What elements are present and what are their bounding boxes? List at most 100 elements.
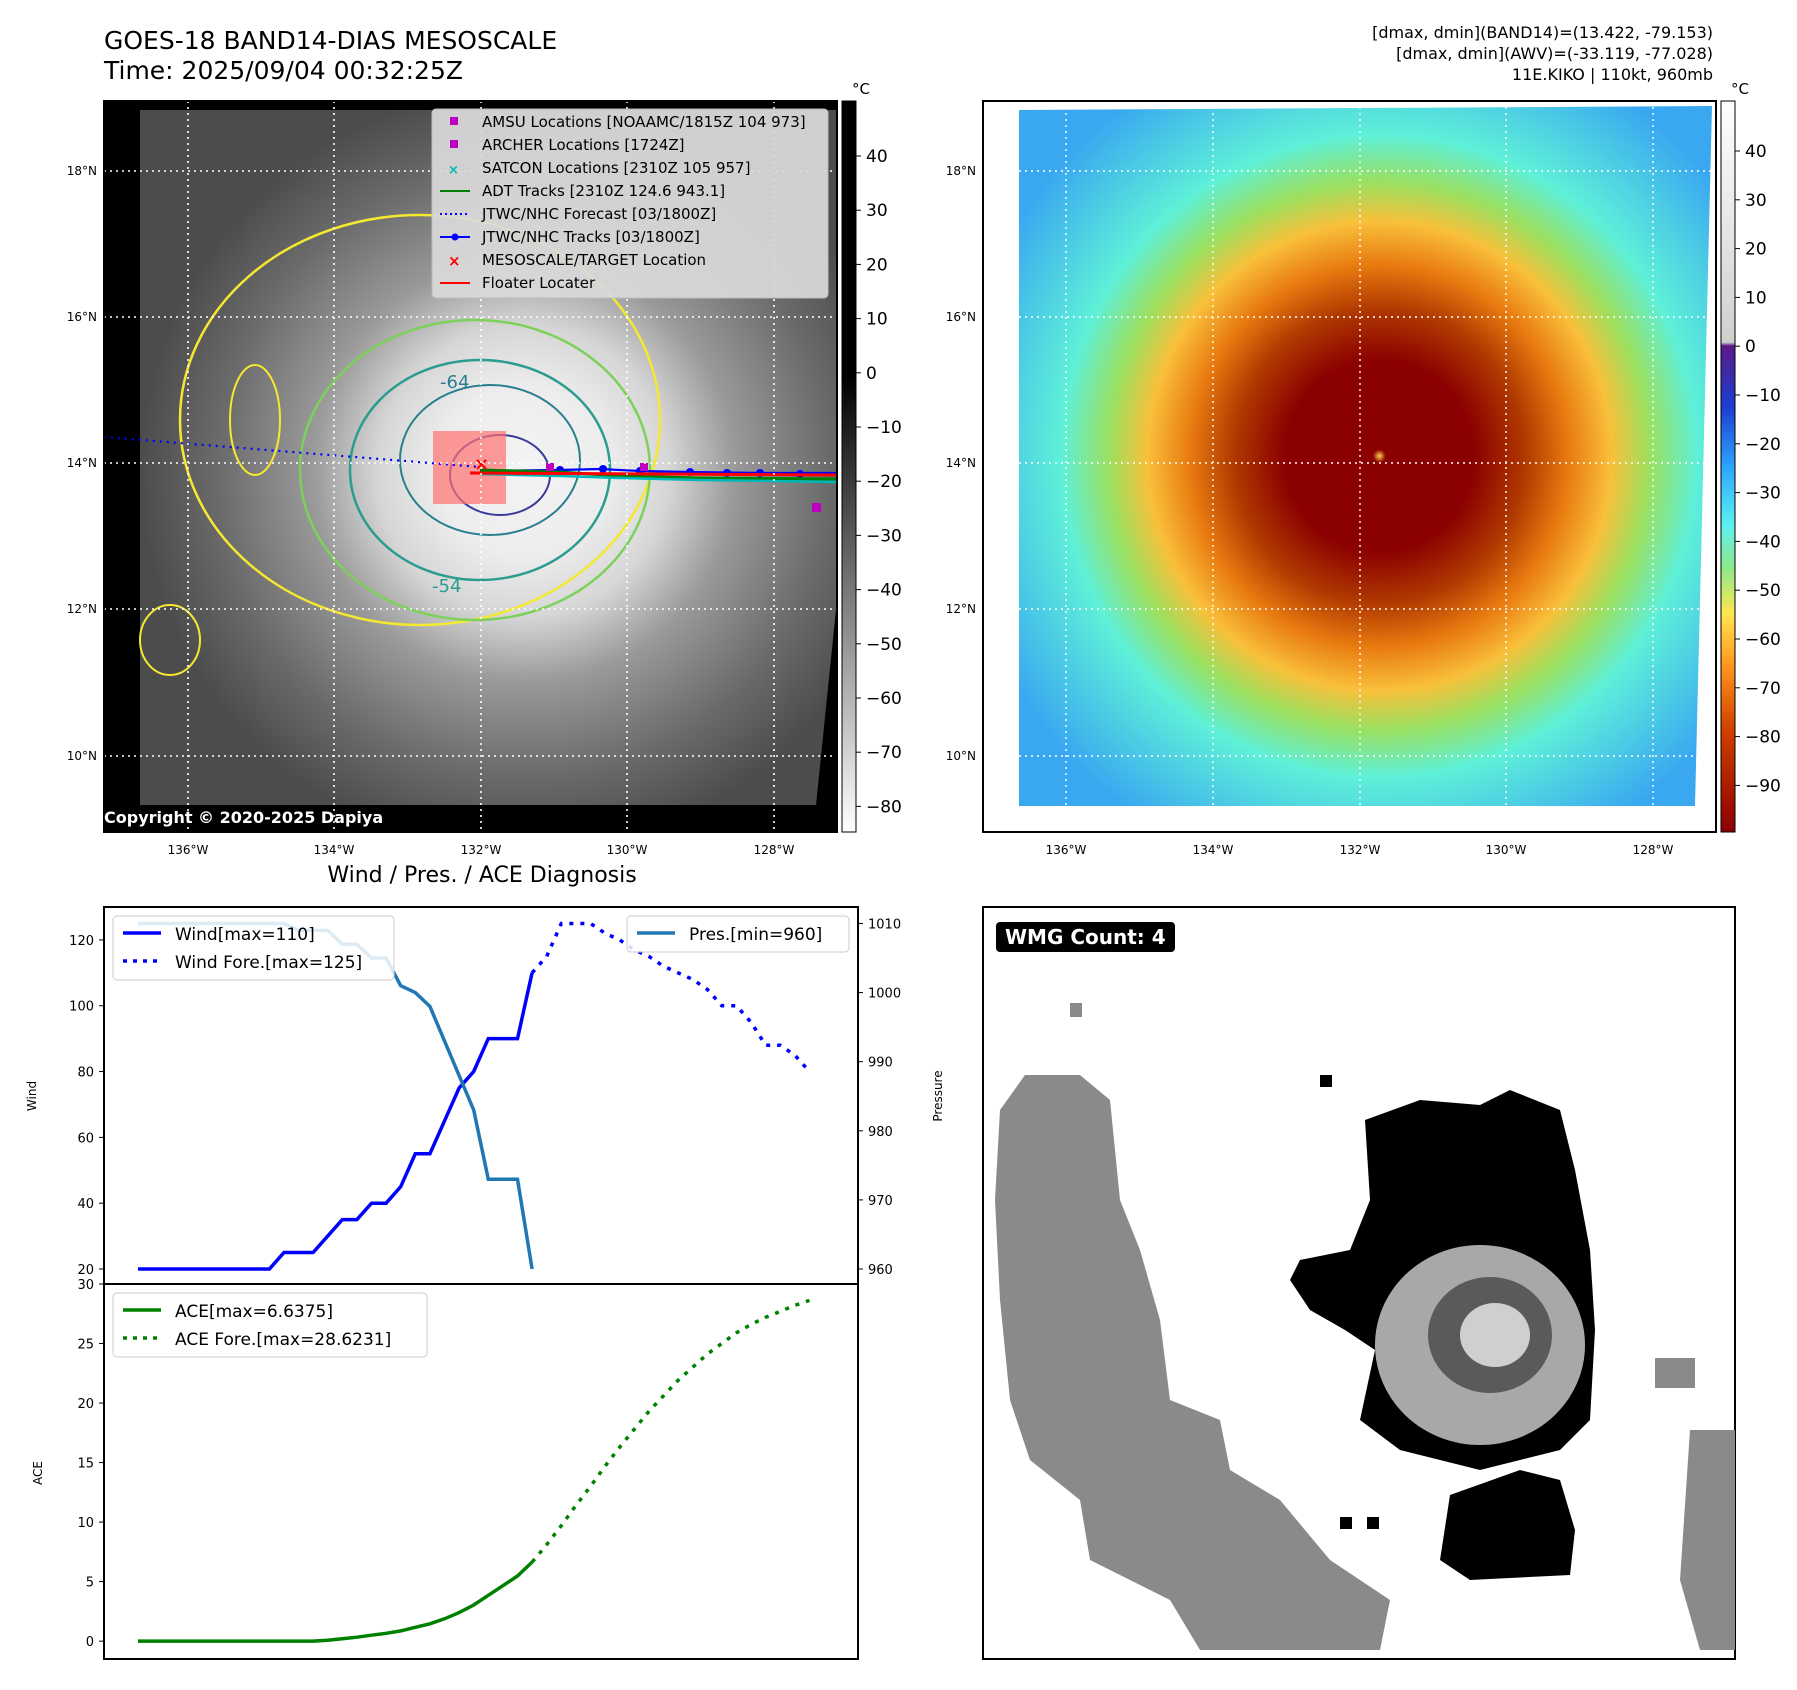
lon-tick: 128°W xyxy=(754,843,795,857)
title-line-2: Time: 2025/09/04 00:32:25Z xyxy=(104,56,463,85)
wmg-isolated-pixels xyxy=(1320,1075,1379,1529)
figure-title: GOES-18 BAND14-DIAS MESOSCALE Time: 2025… xyxy=(104,26,557,86)
awv-gridlines xyxy=(983,101,1716,832)
target-marker: × xyxy=(474,454,489,475)
contour-yellow-band-sw xyxy=(139,604,201,676)
wind-ytick-label: 40 xyxy=(77,1197,94,1212)
legend-satcon-marker: × xyxy=(448,163,459,178)
ir-lat-ticks: 18°N 16°N 14°N 12°N 10°N xyxy=(67,164,97,763)
ir-colorbar-tick-label: −20 xyxy=(866,472,902,492)
awv-map-panel: 18°N 16°N 14°N 12°N 10°N 136°W 134°W 132… xyxy=(946,80,1781,857)
awv-map-frame xyxy=(982,100,1717,833)
legend-adt: ADT Tracks [2310Z 124.6 943.1] xyxy=(482,182,725,200)
contour-yellow-band-left xyxy=(229,364,281,476)
ir-colorbar-tick-label: −30 xyxy=(866,526,902,546)
ir-colorbar-tick-label: −10 xyxy=(866,418,902,438)
legend-archer-marker xyxy=(450,140,458,148)
floater-box xyxy=(433,431,506,504)
contour-green xyxy=(298,318,652,622)
legend-satcon: SATCON Locations [2310Z 105 957] xyxy=(482,159,750,177)
lon-tick: 130°W xyxy=(1486,843,1527,857)
copyright-text: Copyright © 2020-2025 Dapiya xyxy=(104,808,384,827)
stats-block: [dmax, dmin](BAND14)=(13.422, -79.153) [… xyxy=(1372,22,1713,85)
pressure-ytick-label: 1010 xyxy=(868,917,901,932)
pressure-ytick-label: 990 xyxy=(868,1056,893,1071)
wind-ytick-label: 100 xyxy=(69,1000,94,1015)
wind-yticks: 20 40 60 80 100 120 xyxy=(69,934,104,1278)
ace-legend: ACE[max=6.6375] ACE Fore.[max=28.6231] xyxy=(112,1292,428,1358)
awv-colorbar-tick-label: 0 xyxy=(1745,337,1756,357)
ir-colorbar-tick-label: −40 xyxy=(866,581,902,601)
wmg-eye xyxy=(1460,1303,1530,1367)
lat-tick: 12°N xyxy=(946,602,976,616)
ir-colorbar-tick-label: −80 xyxy=(866,797,902,817)
lon-tick: 134°W xyxy=(314,843,355,857)
lat-tick: 12°N xyxy=(67,602,97,616)
ir-colorbar-tick-label: 10 xyxy=(866,310,888,330)
awv-colorbar-ticks: 40 30 20 10 0 −10 −20 −30 −40 −50 −60 −70 −80 −90 xyxy=(1735,142,1781,796)
ace-ytick-label: 30 xyxy=(77,1278,94,1293)
awv-imagery xyxy=(1019,106,1712,806)
wind-forecast-line xyxy=(530,921,811,1073)
legend-tracks-dot xyxy=(451,233,459,241)
awv-colorbar-tick-label: −80 xyxy=(1745,728,1781,748)
lon-tick: 132°W xyxy=(1340,843,1381,857)
ir-colorbar-tick-label: −60 xyxy=(866,689,902,709)
legend-wind: Wind[max=110] xyxy=(175,925,315,945)
awv-colorbar-tick-label: 10 xyxy=(1745,288,1767,308)
legend-pres: Pres.[min=960] xyxy=(689,925,822,945)
legend-floater: Floater Locater xyxy=(482,274,596,292)
ir-colorbar-ticks: 40 30 20 10 0 −10 −20 −30 −40 −50 −60 −70 −80 xyxy=(856,147,902,817)
legend-forecast: JTWC/NHC Forecast [03/1800Z] xyxy=(481,205,716,223)
lon-tick: 130°W xyxy=(607,843,648,857)
awv-colorbar-tick-label: −10 xyxy=(1745,386,1781,406)
contour-label-54: -54 xyxy=(432,576,461,597)
lat-tick: 14°N xyxy=(67,456,97,470)
wind-legend: Wind[max=110] Wind Fore.[max=125] xyxy=(112,915,395,981)
awv-colorbar-tick-label: −30 xyxy=(1745,484,1781,504)
lat-tick: 16°N xyxy=(67,310,97,324)
pressure-ytick-label: 960 xyxy=(868,1263,893,1278)
awv-colorbar-tick-label: −70 xyxy=(1745,679,1781,699)
awv-colorbar-tick-label: −20 xyxy=(1745,435,1781,455)
ace-line xyxy=(138,1560,534,1643)
ir-lon-ticks: 136°W 134°W 132°W 130°W 128°W xyxy=(168,843,795,857)
lon-tick: 136°W xyxy=(1046,843,1087,857)
lat-tick: 18°N xyxy=(67,164,97,178)
ir-map-panel: -64 -54 × xyxy=(67,80,902,857)
ace-ylabel: ACE xyxy=(31,1461,45,1485)
awv-lon-ticks: 136°W 134°W 132°W 130°W 128°W xyxy=(1046,843,1674,857)
lon-tick: 134°W xyxy=(1193,843,1234,857)
wind-line xyxy=(138,972,534,1271)
wmg-count-badge: WMG Count: 4 xyxy=(996,922,1175,952)
stats-line-3: 11E.KIKO | 110kt, 960mb xyxy=(1511,65,1713,84)
ir-colorbar-tick-label: −50 xyxy=(866,635,902,655)
wind-ytick-label: 60 xyxy=(77,1131,94,1146)
wmg-black-band xyxy=(1440,1470,1575,1580)
pressure-ytick-label: 980 xyxy=(868,1125,893,1140)
map-legend: AMSU Locations [NOAAMC/1815Z 104 973] AR… xyxy=(431,108,829,299)
wmg-panel xyxy=(982,906,1736,1660)
awv-colorbar-tick-label: −40 xyxy=(1745,532,1781,552)
lat-tick: 18°N xyxy=(946,164,976,178)
awv-colorbar-tick-label: −50 xyxy=(1745,581,1781,601)
legend-tracks: JTWC/NHC Tracks [03/1800Z] xyxy=(481,228,700,246)
amsu-archer-markers xyxy=(546,463,821,512)
title-line-1: GOES-18 BAND14-DIAS MESOSCALE xyxy=(104,26,558,55)
ir-colorbar-tick-label: 30 xyxy=(866,201,888,221)
stats-line-2: [dmax, dmin](AWV)=(-33.119, -77.028) xyxy=(1396,44,1713,63)
ir-colorbar-tick-label: −70 xyxy=(866,743,902,763)
legend-ace: ACE[max=6.6375] xyxy=(175,1302,333,1322)
contour-label-64: -64 xyxy=(440,372,469,393)
lat-tick: 14°N xyxy=(946,456,976,470)
legend-wind-fore: Wind Fore.[max=125] xyxy=(175,953,362,973)
contour-64 xyxy=(399,384,581,536)
lat-tick: 10°N xyxy=(67,749,97,763)
wind-ylabel: Wind xyxy=(25,1081,39,1111)
ir-colorbar-tick-label: 20 xyxy=(866,255,888,275)
legend-target-marker: × xyxy=(448,252,461,270)
awv-colorbar-tick-label: 40 xyxy=(1745,142,1767,162)
ir-colorbar xyxy=(841,100,857,833)
wind-ytick-label: 120 xyxy=(69,934,94,949)
